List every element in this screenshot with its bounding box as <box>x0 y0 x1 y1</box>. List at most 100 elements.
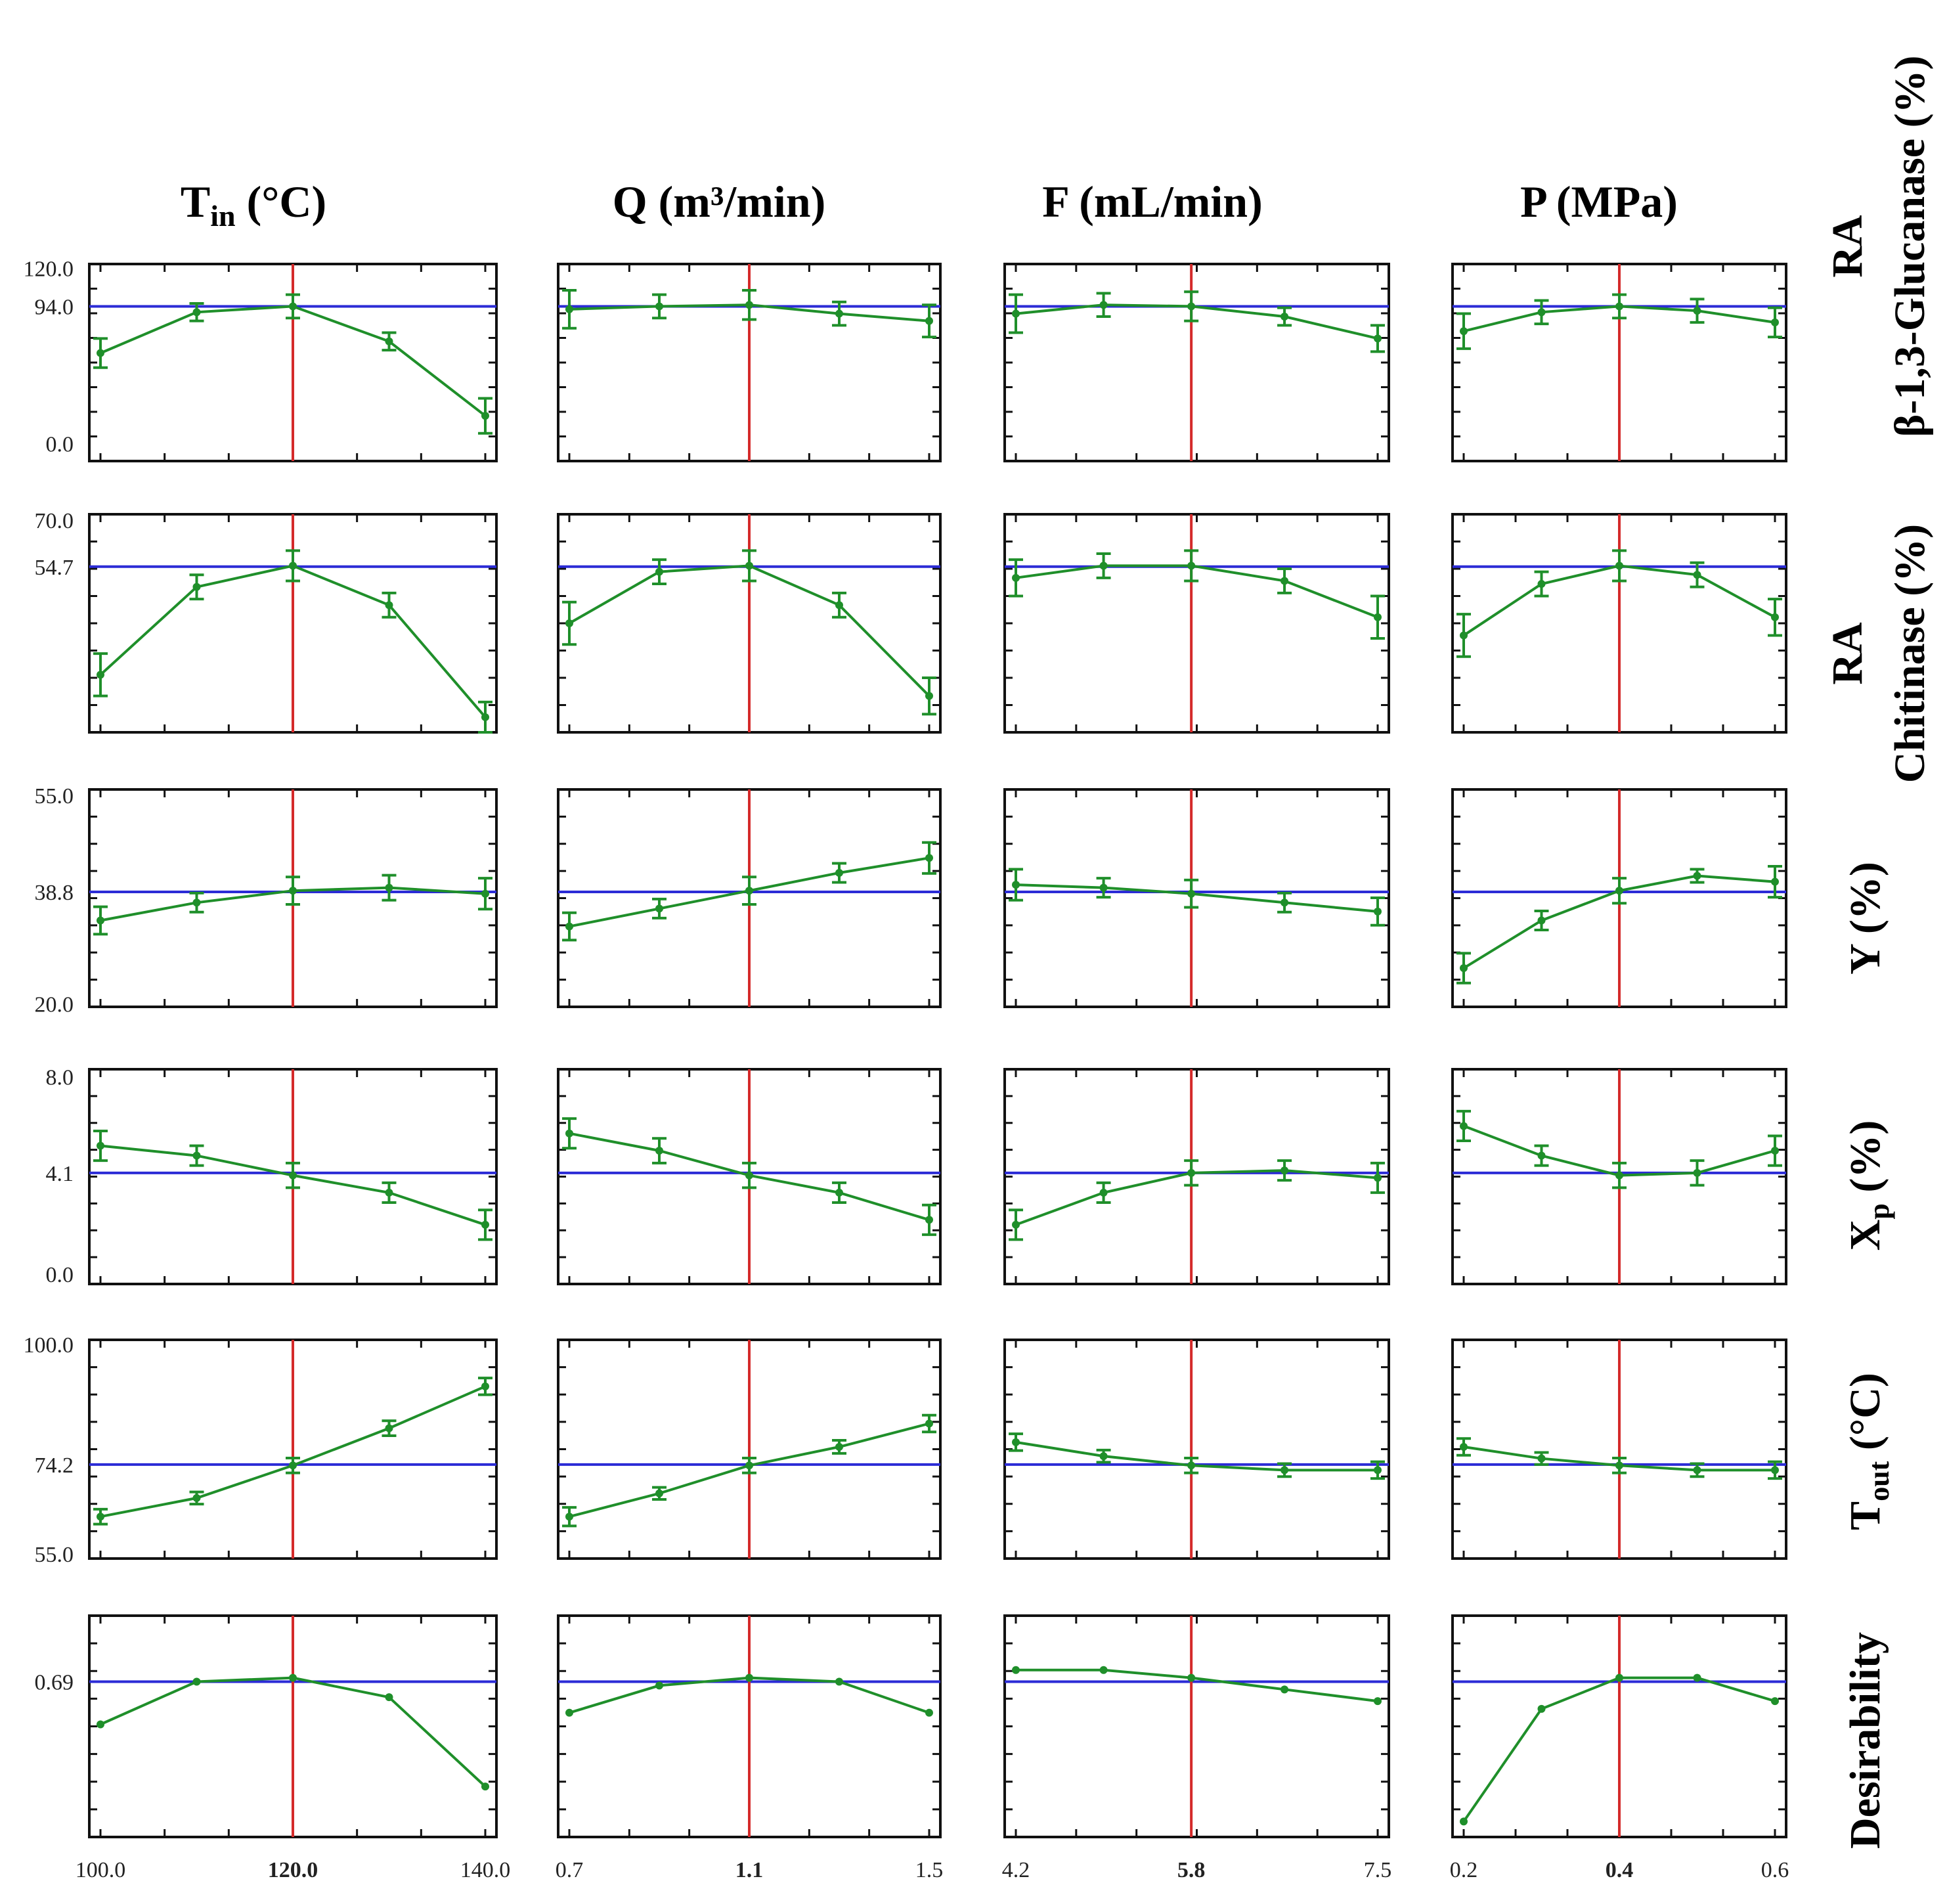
y-tick-label: 8.0 <box>46 1065 74 1090</box>
data-point <box>1460 1122 1468 1130</box>
data-point <box>1374 1697 1382 1706</box>
data-point <box>1537 1704 1546 1713</box>
panel-r4-c3 <box>1451 1339 1787 1560</box>
y-tick-label: 0.0 <box>46 432 74 456</box>
data-point <box>1615 1461 1623 1470</box>
data-point <box>1187 562 1196 570</box>
column-title-tin: Tin (°C) <box>181 177 326 232</box>
data-point <box>1460 1442 1468 1451</box>
data-point <box>1099 1666 1108 1674</box>
data-point <box>655 904 663 913</box>
data-point <box>745 1461 753 1470</box>
data-point <box>1693 872 1701 880</box>
panel-frame <box>1003 1068 1390 1285</box>
data-point <box>97 1141 104 1150</box>
x-tick-label: 7.5 <box>1364 1858 1392 1882</box>
y-tick-label: 94.0 <box>35 295 74 319</box>
panel-r1-c0 <box>88 513 498 734</box>
data-point <box>655 567 663 576</box>
y-tick-label: 120.0 <box>24 257 74 282</box>
data-point <box>565 922 573 931</box>
data-point <box>745 562 753 570</box>
panel-r2-c2 <box>1003 788 1390 1008</box>
data-point <box>385 1424 393 1432</box>
x-tick-label: 1.5 <box>915 1858 944 1882</box>
panel-r1-c3 <box>1451 513 1787 734</box>
data-point <box>481 412 489 420</box>
data-point <box>1099 1188 1108 1197</box>
data-point <box>481 1220 489 1229</box>
data-point <box>835 868 843 877</box>
data-point <box>1012 309 1020 318</box>
data-point <box>1615 302 1623 311</box>
data-point <box>97 349 104 357</box>
data-point <box>1099 1452 1108 1461</box>
data-point <box>385 601 393 609</box>
data-point <box>192 1494 201 1502</box>
panel-r2-c3 <box>1451 788 1787 1008</box>
profile-line <box>1015 1440 1378 1472</box>
column-title-q: Q (m³/min) <box>613 177 825 227</box>
profile-line <box>1015 564 1378 619</box>
data-point <box>1693 571 1701 579</box>
y-tick-label: 55.0 <box>35 1543 74 1567</box>
data-point <box>925 692 933 700</box>
row-labels: RA β-1,3-Glucanase (%) RA Chitinase (%) … <box>1824 55 1934 1849</box>
panel-frame <box>1003 263 1390 462</box>
data-point <box>1615 1673 1623 1682</box>
panel-r3-c1 <box>557 1068 942 1285</box>
profile-line <box>1016 1668 1378 1703</box>
panel-grid: 120.0 94.0 0.0 70.0 54.7 55.0 38.8 20.0 8.0 4.1 0.… <box>24 257 1789 1882</box>
data-point <box>835 1188 843 1197</box>
data-point <box>1537 1454 1546 1463</box>
row-label-tout: Tout (°C) <box>1841 1373 1895 1530</box>
x-tick-label: 0.2 <box>1450 1858 1478 1882</box>
data-point <box>655 1681 663 1690</box>
panel-r0-c2 <box>1003 263 1390 462</box>
data-point <box>1615 887 1623 895</box>
data-point <box>192 898 201 907</box>
data-point <box>1374 1174 1382 1182</box>
data-point <box>1693 307 1701 315</box>
data-point <box>192 1677 201 1686</box>
data-point <box>1771 1466 1779 1474</box>
panel-r5-c0: 100.0 120.0 140.0 <box>76 1614 510 1882</box>
x-tick-label: 5.8 <box>1177 1858 1206 1882</box>
panel-r3-c0 <box>88 1068 498 1285</box>
x-tick-label: 1.1 <box>735 1858 764 1882</box>
data-point <box>1099 301 1108 309</box>
data-point <box>385 337 393 345</box>
row-label-y: Y (%) <box>1841 862 1889 975</box>
panel-r0-c0 <box>88 263 498 462</box>
data-point <box>1771 1147 1779 1155</box>
data-point <box>1280 898 1289 907</box>
data-point <box>1693 1168 1701 1177</box>
data-point <box>925 854 933 862</box>
x-tick-label: 100.0 <box>76 1858 126 1882</box>
data-point <box>1460 1817 1468 1826</box>
y-tick-label: 0.69 <box>35 1671 74 1695</box>
data-point <box>1280 1466 1289 1474</box>
x-tick-label: 4.2 <box>1002 1858 1030 1882</box>
panel-frame <box>1003 513 1390 734</box>
data-point <box>1771 613 1779 621</box>
panel-r5-c2: 4.2 5.8 7.5 <box>1002 1614 1392 1882</box>
data-point <box>565 619 573 627</box>
data-point <box>925 317 933 325</box>
data-point <box>1012 1438 1020 1446</box>
data-point <box>835 309 843 318</box>
data-point <box>1693 1466 1701 1474</box>
row-label-glucanase-line2: β-1,3-Glucanase (%) <box>1886 55 1934 437</box>
data-point <box>1374 1466 1382 1474</box>
data-point <box>1615 562 1623 570</box>
data-point <box>289 1171 297 1180</box>
data-point <box>97 916 104 925</box>
data-point <box>655 302 663 311</box>
panel-r0-c3 <box>1451 263 1787 462</box>
data-point <box>97 671 104 679</box>
panel-frame <box>1003 788 1390 1008</box>
data-point <box>1280 577 1289 585</box>
data-point <box>1374 907 1382 916</box>
data-point <box>1537 308 1546 317</box>
panel-r2-c0 <box>88 788 498 1008</box>
